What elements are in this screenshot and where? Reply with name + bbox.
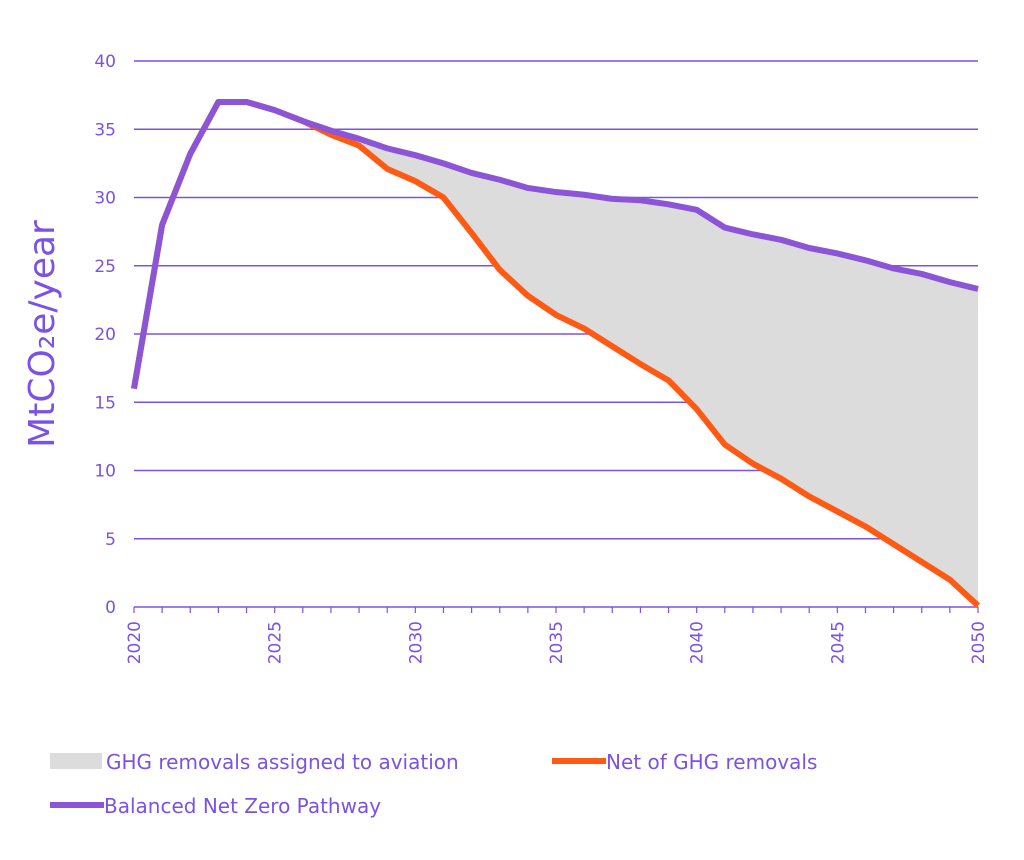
y-tick-label: 0 <box>105 598 116 618</box>
legend: GHG removals assigned to aviation Net of… <box>50 750 817 818</box>
x-tick-label: 2035 <box>547 621 567 664</box>
area-ghg-removals <box>134 101 978 606</box>
axes <box>133 606 979 613</box>
y-tick-label: 5 <box>105 530 116 550</box>
y-tick-label: 35 <box>94 120 116 140</box>
legend-swatch-removals-area <box>50 753 102 769</box>
y-tick-label: 15 <box>94 393 116 413</box>
x-tick-label: 2025 <box>266 621 286 664</box>
x-tick-label: 2020 <box>125 621 145 664</box>
x-tick-label: 2030 <box>406 621 426 664</box>
series-line-balanced-net-zero-pathway <box>131 98 979 390</box>
legend-label-balanced-net-zero: Balanced Net Zero Pathway <box>104 794 381 818</box>
y-tick-label: 20 <box>94 325 116 345</box>
y-axis-label: MtCO₂e/year <box>22 220 63 448</box>
y-tick-label: 25 <box>94 257 116 277</box>
legend-label-removals-area: GHG removals assigned to aviation <box>106 750 459 774</box>
legend-label-net-of-removals: Net of GHG removals <box>606 750 817 774</box>
x-tick-label: 2045 <box>828 621 848 664</box>
series-lines <box>131 98 981 608</box>
y-tick-label: 40 <box>94 52 116 72</box>
x-tick-label: 2050 <box>969 621 989 664</box>
y-tick-label: 10 <box>94 462 116 482</box>
removals-area-layer <box>134 101 978 606</box>
y-tick-label: 30 <box>94 189 116 209</box>
x-tick-label: 2040 <box>688 621 708 664</box>
